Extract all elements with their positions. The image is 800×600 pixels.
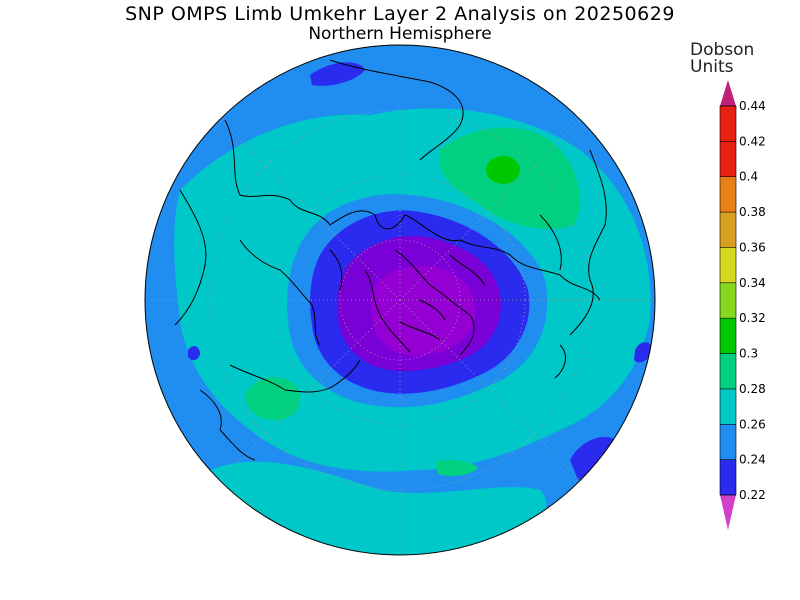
region-teal-sw [245, 377, 300, 421]
colorbar-block [720, 353, 736, 389]
colorbar-ticks: 0.22 0.24 0.26 0.28 0.3 0.32 0.34 0.36 0.38 0.4 0.… [719, 99, 766, 502]
colorbar-tick-label: 0.38 [739, 205, 766, 219]
colorbar-block [720, 388, 736, 425]
colorbar-unit-label: Dobson Units [690, 42, 754, 76]
colorbar-unit-line2: Units [690, 57, 734, 77]
map-boundary [144, 44, 656, 556]
colorbar-block [720, 282, 736, 319]
colorbar-block [720, 318, 736, 354]
region-dark-blue-se [570, 436, 615, 480]
colorbar-tick-label: 0.22 [739, 488, 766, 502]
colorbar-top-arrow [720, 80, 736, 106]
ozone-field [145, 45, 655, 555]
colorbar-bottom-arrow [720, 495, 736, 530]
colorbar-tick-label: 0.28 [739, 382, 766, 396]
region-dark-blue-nw [310, 62, 365, 86]
colorbar-tick-label: 0.4 [739, 170, 758, 184]
colorbar-tick-label: 0.34 [739, 276, 766, 290]
colorbar-block [720, 176, 736, 213]
colorbar-block [720, 106, 736, 142]
colorbar-outline [719, 105, 737, 496]
region-teal-s [435, 460, 478, 476]
map-subtitle: Northern Hemisphere [308, 24, 492, 44]
colorbar-unit-line1: Dobson [690, 40, 755, 60]
graticule [145, 45, 655, 555]
region-dark-blue-w [188, 346, 200, 361]
colorbar-tick-label: 0.42 [739, 134, 766, 148]
colorbar-tick-label: 0.3 [739, 347, 758, 361]
colorbar-tick-label: 0.24 [739, 453, 766, 467]
map-title: SNP OMPS Limb Umkehr Layer 2 Analysis on… [125, 3, 675, 25]
region-dark-blue-e [634, 342, 652, 363]
region-lowest [370, 265, 476, 356]
colorbar-block [720, 247, 736, 283]
colorbar-tick-label: 0.36 [739, 240, 766, 254]
colorbar-tick-label: 0.26 [739, 417, 766, 431]
colorbar-tick-label: 0.32 [739, 311, 766, 325]
colorbar-block [720, 424, 736, 460]
colorbar-tick-label: 0.44 [739, 99, 766, 113]
coastlines [174, 59, 607, 461]
colorbar-block [720, 141, 736, 177]
colorbar-block [720, 212, 736, 248]
region-green-spot [486, 156, 520, 184]
colorbar-blocks [720, 106, 736, 495]
colorbar-block [720, 459, 736, 495]
